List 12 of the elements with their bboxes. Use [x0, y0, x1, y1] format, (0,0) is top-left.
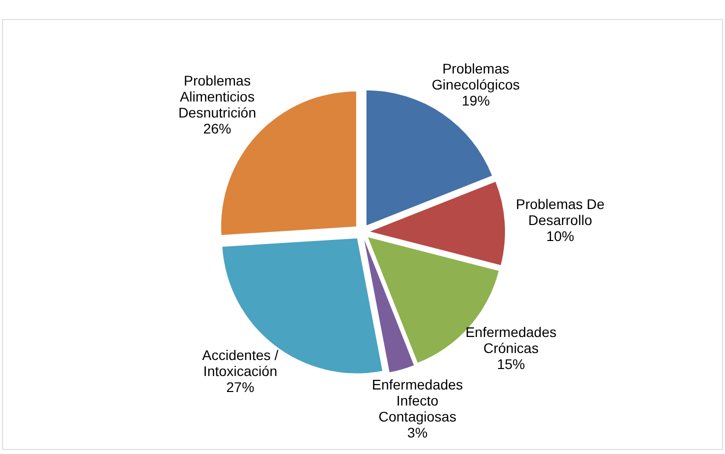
data-label: 3% [407, 424, 428, 441]
data-label: 27% [226, 378, 254, 395]
slice-label: Enfermedades Infecto Contagiosas [372, 376, 463, 425]
data-label: 19% [462, 92, 490, 109]
slice-label: Accidentes / Intoxicación [202, 346, 279, 379]
data-label: 10% [546, 228, 574, 244]
data-label: 26% [203, 120, 232, 136]
slice-label: Enfermedades Crónicas [465, 324, 557, 356]
data-label: 15% [496, 356, 525, 372]
slice-label: Problemas De Desarrollo [516, 196, 605, 228]
slice-label: Problemas Alimenticios Desnutrición [178, 72, 256, 120]
slice-label: Problemas Ginecológicos [432, 60, 520, 93]
